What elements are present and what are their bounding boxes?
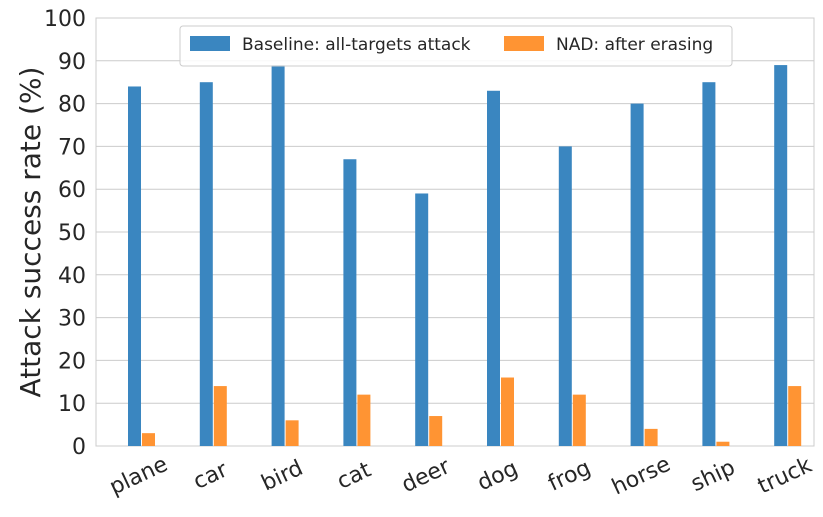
legend: Baseline: all-targets attack NAD: after … — [179, 25, 733, 67]
y-tick-label: 100 — [44, 7, 86, 32]
bar-nad-car — [213, 386, 227, 446]
bar-nad-horse — [644, 428, 658, 446]
x-tick-label-dog: dog — [474, 456, 522, 496]
bar-baseline-bird — [271, 65, 285, 446]
bar-nad-dog — [501, 377, 514, 446]
y-axis-label: Attack success rate (%) — [14, 67, 47, 398]
x-tick-labels: plane car bird cat deer dog frog horse ship truck — [106, 452, 816, 501]
y-tick-label: 90 — [58, 50, 86, 75]
legend-label-baseline: Baseline: all-targets attack — [242, 35, 471, 55]
bar-nad-ship — [716, 441, 730, 446]
y-tick-label: 40 — [58, 264, 86, 289]
y-tick-label: 20 — [58, 349, 86, 374]
bars — [128, 65, 802, 447]
x-tick-label-horse: horse — [608, 452, 674, 501]
x-tick-label-car: car — [190, 457, 233, 495]
y-tick-label: 30 — [58, 307, 86, 332]
y-tick-label: 70 — [58, 135, 86, 160]
x-tick-label-cat: cat — [333, 457, 375, 494]
bar-nad-frog — [572, 394, 586, 446]
bar-baseline-cat — [343, 159, 357, 447]
legend-label-nad: NAD: after erasing — [556, 35, 713, 55]
bar-baseline-truck — [774, 65, 788, 446]
bar-baseline-dog — [487, 90, 500, 446]
y-tick-label: 0 — [72, 435, 86, 460]
y-tick-labels: 0 10 20 30 40 50 60 70 80 90 100 — [44, 7, 86, 460]
y-tick-label: 60 — [58, 178, 86, 203]
bar-nad-bird — [285, 420, 299, 446]
x-tick-label-truck: truck — [754, 453, 816, 500]
bar-baseline-ship — [702, 82, 716, 446]
bar-baseline-frog — [558, 146, 572, 446]
bar-nad-plane — [142, 433, 155, 446]
x-tick-label-plane: plane — [106, 452, 172, 500]
bar-baseline-deer — [415, 193, 429, 446]
legend-box — [179, 25, 733, 67]
bar-nad-truck — [788, 386, 802, 446]
x-tick-label-frog: frog — [544, 456, 594, 497]
legend-swatch-baseline — [190, 36, 230, 51]
x-tick-label-ship: ship — [687, 455, 739, 497]
y-tick-label: 10 — [58, 392, 86, 417]
bar-baseline-car — [199, 82, 213, 446]
x-tick-label-deer: deer — [398, 454, 455, 498]
y-tick-label: 50 — [58, 221, 86, 246]
bar-baseline-horse — [630, 103, 644, 446]
x-tick-label-bird: bird — [258, 456, 307, 497]
bar-nad-deer — [429, 416, 443, 446]
bar-baseline-plane — [128, 86, 141, 446]
bar-nad-cat — [357, 394, 371, 446]
y-tick-label: 80 — [58, 93, 86, 118]
legend-swatch-nad — [504, 36, 544, 51]
